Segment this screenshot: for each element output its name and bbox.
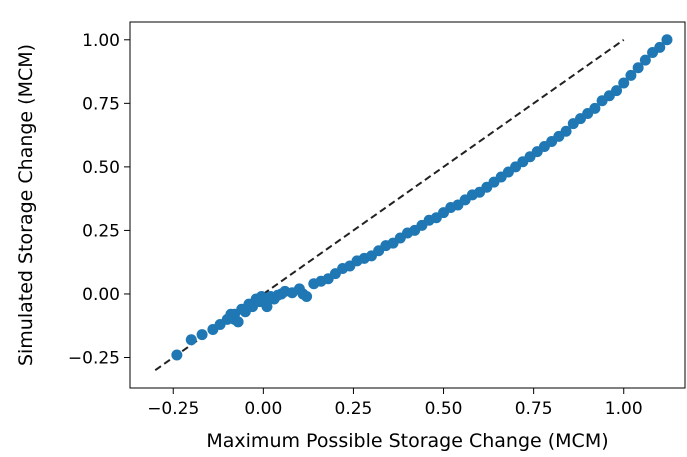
y-tick-label: 0.50: [82, 158, 120, 178]
scatter-point: [185, 334, 197, 346]
scatter-point: [171, 349, 183, 361]
y-tick-label: 1.00: [82, 31, 120, 51]
y-axis-label: Simulated Storage Change (MCM): [15, 44, 37, 366]
x-tick-label: −0.25: [147, 399, 199, 419]
x-tick-label: 1.00: [605, 399, 643, 419]
x-tick-label: 0.00: [244, 399, 282, 419]
x-tick-label: 0.50: [425, 399, 463, 419]
scatter-point: [625, 69, 637, 81]
y-tick-label: −0.25: [68, 349, 120, 369]
reference-line: [154, 38, 625, 372]
scatter-point: [632, 62, 644, 74]
scatter-point: [225, 308, 237, 320]
scatter-point: [661, 34, 673, 46]
x-axis-label: Maximum Possible Storage Change (MCM): [206, 430, 608, 452]
scatter-point: [639, 54, 651, 66]
scatter-point: [589, 102, 601, 114]
scatter-point: [196, 329, 208, 341]
scatter-point: [232, 316, 244, 328]
x-tick-label: 0.75: [515, 399, 553, 419]
scatter-point: [261, 301, 273, 313]
y-tick-label: 0.75: [82, 94, 120, 114]
y-tick-label: 0.00: [82, 285, 120, 305]
scatter-point: [654, 41, 666, 53]
scatter-point: [560, 125, 572, 137]
y-tick-label: 0.25: [82, 221, 120, 241]
scatter-point: [618, 77, 630, 89]
scatter-point: [611, 85, 623, 97]
scatter-point: [301, 291, 313, 302]
x-tick-label: 0.25: [335, 399, 373, 419]
plot-frame: [129, 21, 686, 389]
